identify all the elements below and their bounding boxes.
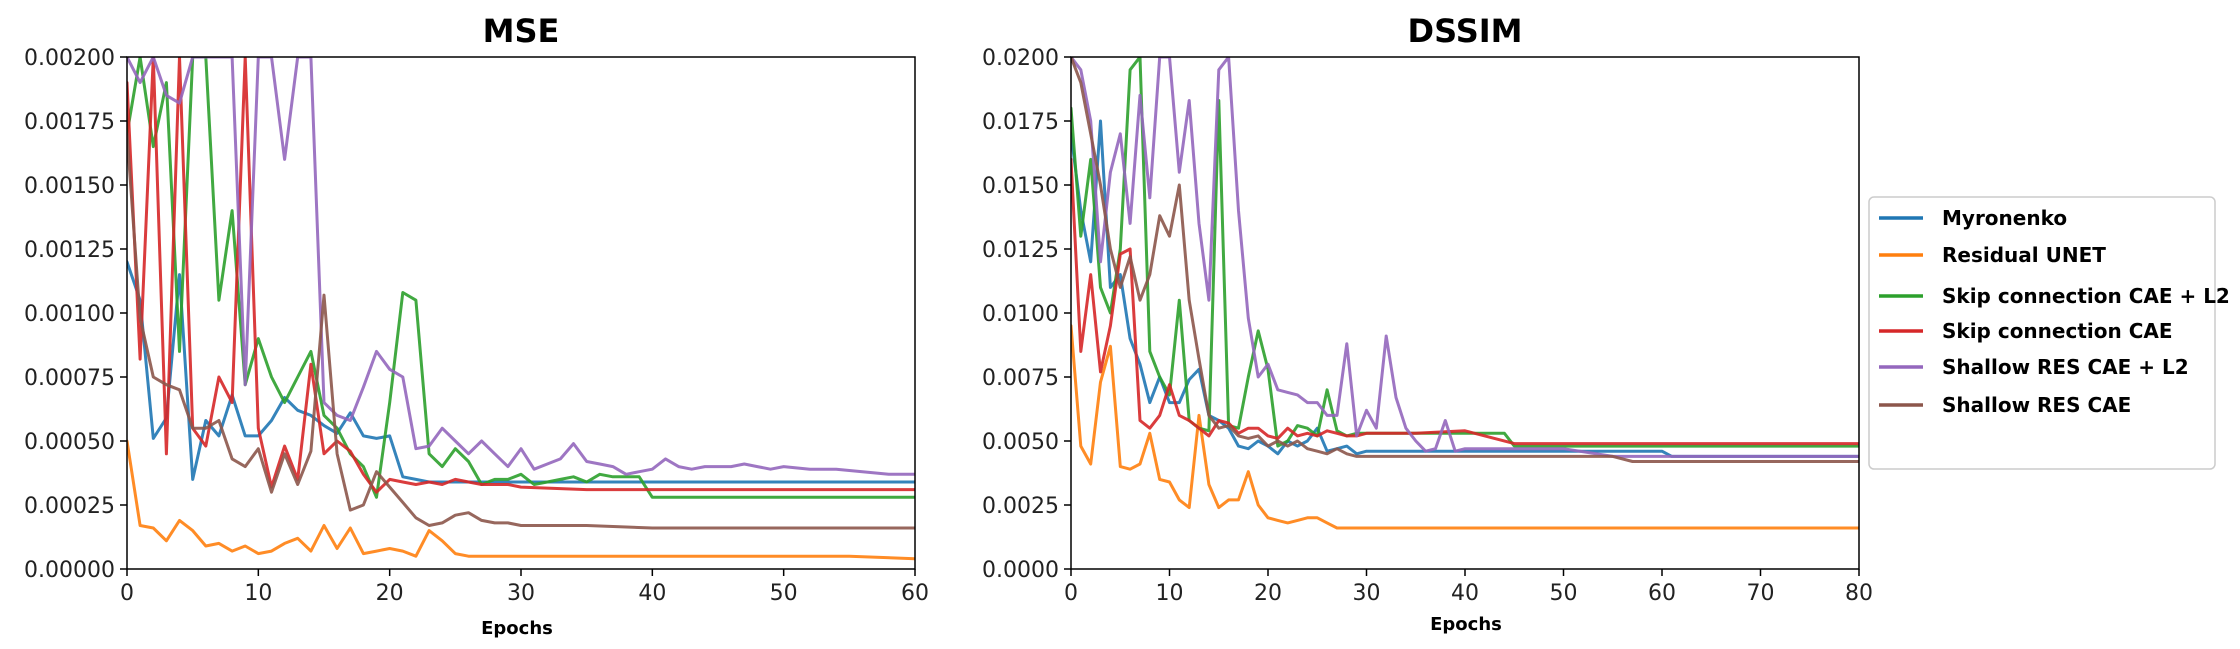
- x-tick-label: 80: [1845, 581, 1873, 606]
- series-line-1: [1071, 324, 1859, 530]
- series-line-3: [1071, 157, 1859, 446]
- x-tick-label: 60: [1648, 581, 1676, 606]
- axes-frame: [1070, 56, 1860, 570]
- x-tick-label: 20: [1254, 581, 1282, 606]
- axes-frame: [126, 56, 916, 570]
- x-tick-label: 30: [507, 581, 535, 606]
- x-tick-label: 0: [1064, 581, 1078, 606]
- y-tick-label: 0.0075: [982, 366, 1059, 391]
- x-tick-label: 40: [638, 581, 666, 606]
- y-tick-label: 0.0000: [982, 558, 1059, 583]
- y-tick-label: 0.00150: [24, 174, 115, 199]
- y-tick-label: 0.00175: [24, 110, 115, 135]
- x-tick-label: 60: [901, 581, 929, 606]
- legend-entry: Residual UNET: [1942, 243, 2106, 267]
- x-tick-label: 50: [770, 581, 798, 606]
- y-tick-label: 0.00025: [24, 494, 115, 519]
- x-tick-label: 40: [1451, 581, 1479, 606]
- y-tick-label: 0.0025: [982, 494, 1059, 519]
- x-tick-label: 30: [1353, 581, 1381, 606]
- series-line-1: [127, 439, 915, 561]
- series-line-4: [127, 57, 915, 476]
- series-line-5: [127, 132, 915, 530]
- x-tick-label: 10: [244, 581, 272, 606]
- chart-title: DSSIM: [1408, 12, 1523, 50]
- x-tick-label: 0: [120, 581, 134, 606]
- x-tick-label: 10: [1156, 581, 1184, 606]
- x-tick-label: 20: [376, 581, 404, 606]
- y-tick-label: 0.0050: [982, 430, 1059, 455]
- series-line-0: [127, 260, 915, 484]
- x-axis-label: Epochs: [1430, 614, 1502, 635]
- x-tick-label: 50: [1550, 581, 1578, 606]
- chart-title: MSE: [483, 12, 560, 50]
- plot-area: [1071, 57, 1859, 530]
- y-tick-label: 0.00000: [24, 558, 115, 583]
- series-line-2: [1071, 57, 1859, 448]
- y-tick-label: 0.0200: [982, 46, 1059, 71]
- legend-entry: Skip connection CAE + L2: [1942, 284, 2230, 308]
- x-tick-label: 70: [1747, 581, 1775, 606]
- legend-entry: Shallow RES CAE: [1942, 393, 2131, 417]
- legend-entry: Shallow RES CAE + L2: [1942, 355, 2189, 379]
- plot-area: [127, 57, 915, 561]
- x-axis-label: Epochs: [481, 618, 553, 639]
- series-line-2: [127, 57, 915, 499]
- legend-entry: Myronenko: [1942, 206, 2067, 230]
- y-tick-label: 0.00125: [24, 238, 115, 263]
- series-line-3: [127, 57, 915, 494]
- legend-entry: Skip connection CAE: [1942, 319, 2173, 343]
- y-tick-label: 0.00200: [24, 46, 115, 71]
- y-tick-label: 0.0125: [982, 238, 1059, 263]
- chart-1: 0.0000 0.0025 0.0050 0.0075 0.0100 0.0125 0.01…: [982, 12, 1873, 635]
- y-tick-label: 0.0100: [982, 302, 1059, 327]
- y-tick-label: 0.00050: [24, 430, 115, 455]
- series-line-4: [1071, 57, 1859, 458]
- legend-box: [1868, 196, 2216, 470]
- series-line-5: [1071, 57, 1859, 463]
- y-tick-label: 0.00075: [24, 366, 115, 391]
- y-tick-label: 0.00100: [24, 302, 115, 327]
- y-tick-label: 0.0150: [982, 174, 1059, 199]
- chart-0: 0.00000 0.00025 0.00050 0.00075 0.00100 0.001…: [24, 12, 929, 639]
- y-tick-label: 0.0175: [982, 110, 1059, 135]
- legend: Myronenko Residual UNET Skip connection CA…: [1868, 196, 2230, 470]
